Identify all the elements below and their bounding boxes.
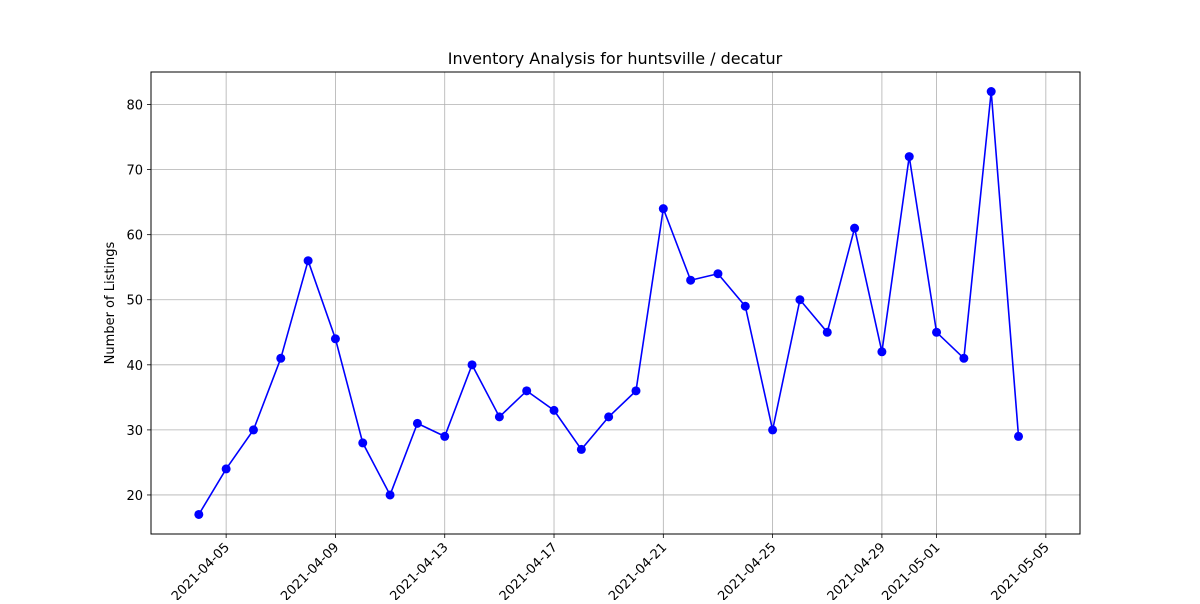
data-point: [658, 204, 668, 214]
x-tick-label: 2021-05-05: [989, 540, 1053, 600]
y-tick-label: 50: [126, 294, 143, 309]
series-line: [198, 91, 1020, 515]
grid: [151, 72, 1080, 534]
y-tick-label: 70: [126, 164, 143, 179]
data-point: [932, 327, 942, 337]
data-point: [795, 295, 805, 305]
data-point: [358, 438, 368, 448]
data-point: [822, 327, 832, 337]
data-point: [303, 256, 313, 266]
data-point: [330, 334, 340, 344]
data-point: [248, 425, 258, 435]
data-point: [276, 353, 286, 363]
data-point: [686, 275, 696, 285]
x-tick-label: 2021-04-05: [169, 540, 233, 600]
y-tick-label: 20: [126, 489, 143, 504]
data-point: [631, 386, 641, 396]
x-tick-label: 2021-04-21: [606, 540, 670, 600]
x-tick-label: 2021-04-13: [388, 540, 452, 600]
data-point: [740, 301, 750, 311]
x-tick-label: 2021-05-01: [879, 540, 943, 600]
labels: Inventory Analysis for huntsville / deca…: [103, 49, 783, 364]
data-point: [440, 431, 450, 441]
y-axis-title: Number of Listings: [103, 241, 118, 364]
data-point: [412, 418, 422, 428]
data-point: [604, 412, 614, 422]
data-point: [494, 412, 504, 422]
data-point: [850, 223, 860, 233]
data-point: [576, 444, 586, 454]
data-series: [194, 87, 1024, 519]
data-point: [221, 464, 231, 474]
plot-frame: [150, 71, 1081, 535]
x-tick-label: 2021-04-29: [825, 540, 889, 600]
data-point: [713, 269, 723, 279]
y-tick-label: 60: [126, 229, 143, 244]
data-point: [194, 509, 204, 519]
x-tick-label: 2021-04-09: [278, 540, 342, 600]
data-point: [467, 360, 477, 370]
data-point: [385, 490, 395, 500]
y-tick-label: 40: [126, 359, 143, 374]
data-point: [904, 152, 914, 162]
y-tick-label: 30: [126, 424, 143, 439]
data-point: [986, 87, 996, 97]
data-point: [1014, 431, 1024, 441]
data-point: [959, 353, 969, 363]
x-tick-label: 2021-04-17: [497, 540, 561, 600]
data-point: [522, 386, 532, 396]
data-point: [877, 347, 887, 357]
data-point: [768, 425, 778, 435]
chart-title: Inventory Analysis for huntsville / deca…: [448, 49, 783, 68]
y-tick-label: 80: [126, 99, 143, 114]
data-point: [549, 405, 559, 415]
x-tick-label: 2021-04-25: [715, 540, 779, 600]
